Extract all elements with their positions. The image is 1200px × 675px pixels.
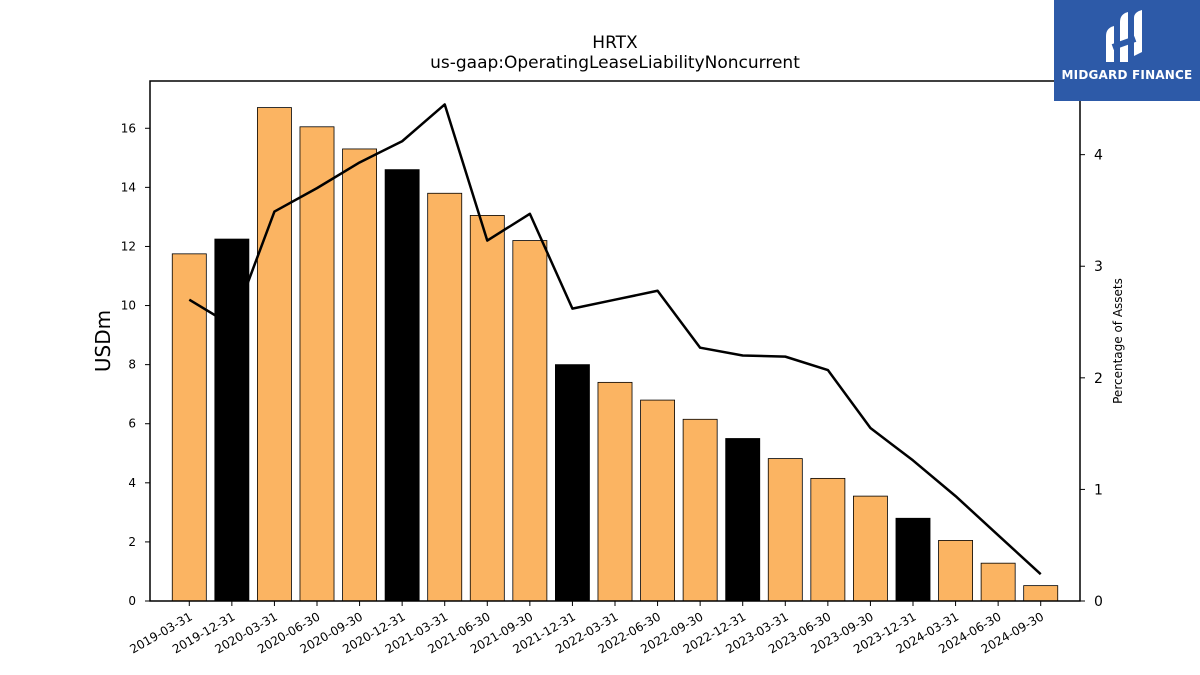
chart-subtitle: us-gaap:OperatingLeaseLiabilityNoncurren… — [430, 53, 800, 73]
y-tick-label: 4 — [128, 476, 136, 490]
bar-2022-03-31 — [597, 381, 633, 602]
bar-2023-12-31 — [895, 517, 931, 602]
line-group — [188, 103, 1042, 576]
bar-2023-03-31 — [767, 458, 803, 602]
bar-2024-03-31 — [938, 540, 973, 602]
y-tick-label: 0 — [128, 594, 136, 608]
bar-2021-09-30 — [512, 240, 548, 602]
left-axis: 0 2 4 6 8 10 12 14 16 — [121, 121, 150, 608]
y-tick-label: 6 — [128, 417, 136, 431]
bar-2024-09-30 — [1023, 585, 1059, 602]
bar-2023-06-30 — [810, 477, 846, 602]
y-tick-label: 16 — [121, 121, 136, 135]
y-tick-label: 8 — [128, 358, 136, 372]
y-tick-label: 10 — [121, 299, 136, 313]
logo-text: MIDGARD FINANCE — [1061, 68, 1193, 82]
y2-tick-label: 4 — [1094, 148, 1103, 164]
x-axis: 2019-03-312019-12-312020-03-312020-06-30… — [127, 601, 1046, 656]
bar-2022-09-30 — [682, 418, 718, 602]
bar-group — [171, 107, 1059, 602]
bar-2020-09-30 — [342, 148, 377, 602]
chart-title: HRTX — [592, 33, 638, 53]
logo-mark-icon — [1106, 10, 1142, 62]
bar-2020-03-31 — [256, 107, 292, 602]
y2-axis-label: Percentage of Assets — [1111, 278, 1125, 404]
right-axis: 0 1 2 3 4 — [1080, 148, 1103, 610]
bar-2020-12-31 — [384, 169, 420, 602]
y2-tick-label: 0 — [1094, 594, 1103, 610]
y2-tick-label: 1 — [1094, 482, 1103, 498]
bar-2020-06-30 — [299, 126, 335, 602]
bar-2024-06-30 — [980, 562, 1016, 602]
bar-2022-06-30 — [640, 399, 675, 602]
y-tick-label: 2 — [128, 535, 136, 549]
percentage-line — [188, 103, 1042, 576]
bar-2019-12-31 — [214, 238, 250, 602]
bar-2021-03-31 — [427, 192, 463, 602]
brand-logo: MIDGARD FINANCE — [1054, 0, 1200, 101]
bar-2022-12-31 — [725, 438, 761, 602]
y-tick-label: 12 — [121, 239, 136, 253]
y2-tick-label: 2 — [1094, 371, 1103, 387]
y-tick-label: 14 — [121, 180, 136, 194]
bar-2021-12-31 — [555, 364, 590, 602]
bar-2021-06-30 — [469, 215, 505, 602]
y2-tick-label: 3 — [1094, 259, 1103, 275]
y-axis-label: USDm — [91, 310, 115, 372]
bar-2019-03-31 — [171, 253, 207, 602]
bar-2023-09-30 — [853, 495, 888, 602]
